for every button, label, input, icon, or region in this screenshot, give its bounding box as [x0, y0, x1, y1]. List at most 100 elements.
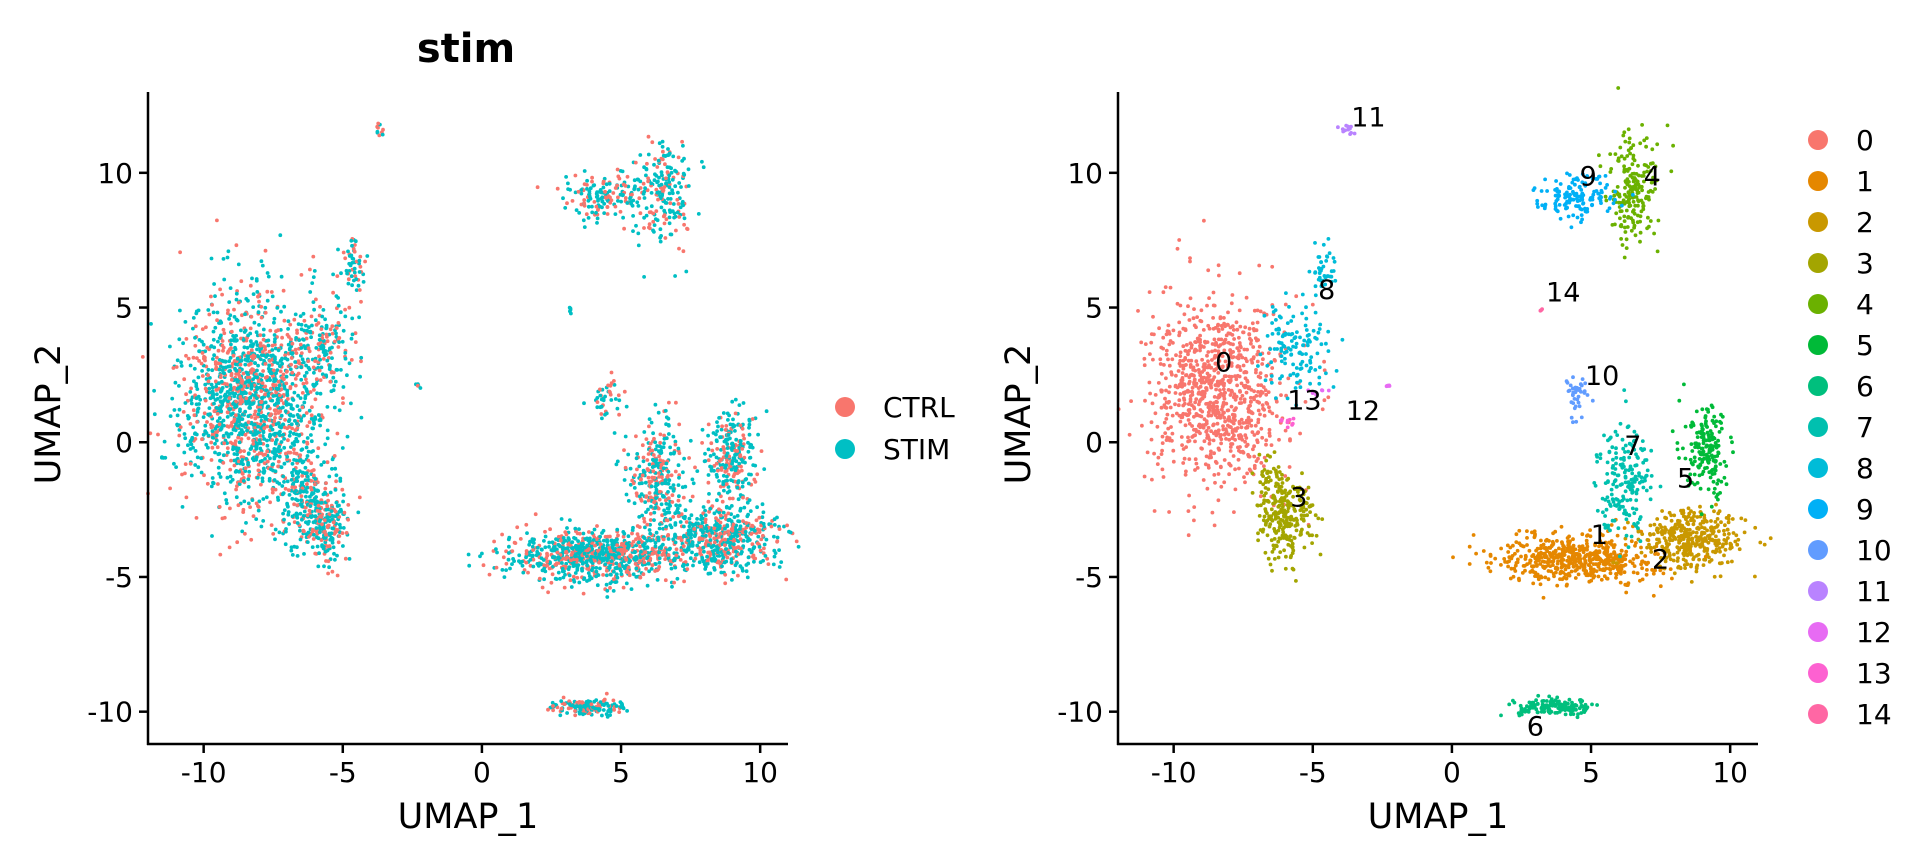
point-stim: [349, 401, 353, 406]
point-stim: [327, 474, 332, 479]
point-stim: [251, 432, 256, 437]
point-stim: [275, 306, 280, 310]
point-stim: [246, 333, 251, 338]
point-stim: [708, 538, 713, 542]
point-ctrl: [297, 361, 302, 366]
point-stim: [234, 291, 239, 296]
point-stim: [673, 521, 678, 525]
point-stim: [288, 430, 293, 435]
point-stim: [327, 565, 331, 570]
point-stim: [191, 316, 196, 320]
point-stim: [689, 513, 694, 518]
point-ctrl: [299, 494, 304, 498]
point-ctrl: [273, 342, 277, 347]
point-stim: [295, 404, 300, 408]
point-ctrl: [601, 179, 606, 184]
point-stim: [255, 385, 259, 390]
point-stim: [706, 433, 710, 438]
point-ctrl: [341, 401, 345, 405]
point-ctrl: [616, 174, 621, 179]
point-stim: [331, 272, 335, 277]
point-stim: [645, 545, 650, 549]
point-ctrl: [215, 355, 219, 360]
legend-label-ctrl: CTRL: [883, 391, 955, 424]
point-ctrl: [323, 518, 327, 523]
point-stim: [736, 519, 740, 523]
point-ctrl: [197, 359, 202, 363]
point-ctrl: [317, 368, 322, 373]
point-ctrl: [327, 544, 332, 548]
point-stim: [644, 206, 649, 211]
point-ctrl: [681, 544, 686, 548]
point-stim: [289, 422, 294, 427]
point-ctrl: [706, 499, 711, 504]
point-ctrl: [723, 572, 728, 577]
point-stim: [600, 416, 604, 421]
point-stim: [607, 565, 612, 570]
point-stim: [676, 446, 681, 451]
point-stim: [273, 527, 278, 532]
point-stim: [747, 472, 751, 477]
point-stim: [254, 447, 259, 451]
point-ctrl: [650, 140, 655, 145]
point-stim: [264, 495, 269, 500]
point-stim: [670, 584, 674, 589]
point-stim: [168, 344, 172, 349]
point-stim: [573, 563, 578, 568]
point-stim: [602, 211, 607, 216]
point-stim: [278, 433, 282, 438]
point-stim: [251, 305, 256, 309]
point-stim: [287, 493, 292, 497]
point-ctrl: [293, 485, 298, 490]
point-ctrl: [638, 211, 643, 216]
point-stim: [162, 439, 167, 444]
point-cluster-0: [1264, 442, 1268, 447]
point-stim: [638, 555, 643, 560]
point-stim: [661, 153, 666, 158]
point-ctrl: [741, 530, 745, 535]
point-stim: [203, 429, 208, 433]
point-ctrl: [733, 448, 738, 453]
point-ctrl: [663, 162, 667, 167]
point-stim: [269, 371, 274, 376]
point-stim: [709, 557, 714, 561]
point-stim: [321, 308, 326, 312]
point-stim: [613, 212, 618, 217]
point-stim: [695, 517, 699, 521]
point-ctrl: [324, 481, 328, 485]
point-stim: [266, 404, 270, 409]
point-cluster-0: [1211, 422, 1216, 427]
point-ctrl: [611, 577, 616, 581]
point-stim: [576, 539, 580, 543]
point-stim: [290, 461, 295, 466]
point-ctrl: [647, 210, 652, 215]
x-tick-label: -10: [181, 756, 227, 789]
point-stim: [172, 461, 176, 466]
point-ctrl: [258, 343, 263, 348]
point-ctrl: [730, 528, 735, 533]
point-ctrl: [286, 397, 290, 401]
point-stim: [642, 430, 647, 434]
point-ctrl: [325, 504, 330, 508]
point-ctrl: [613, 204, 618, 209]
point-stim: [628, 466, 633, 471]
point-ctrl: [192, 413, 197, 418]
point-stim: [333, 557, 337, 562]
point-ctrl: [278, 393, 282, 398]
point-ctrl: [566, 542, 571, 547]
point-stim: [654, 490, 659, 495]
point-cluster-0: [1212, 395, 1217, 399]
point-cluster-0: [1232, 337, 1236, 341]
point-stim: [622, 531, 627, 536]
point-stim: [273, 441, 278, 446]
point-stim: [657, 183, 662, 188]
point-stim: [192, 366, 197, 371]
point-stim: [609, 572, 613, 577]
point-ctrl: [555, 550, 560, 555]
point-stim: [705, 554, 709, 559]
point-ctrl: [343, 256, 348, 261]
point-stim: [191, 445, 196, 450]
point-stim: [262, 471, 266, 475]
point-stim: [277, 444, 282, 449]
point-ctrl: [685, 226, 689, 231]
